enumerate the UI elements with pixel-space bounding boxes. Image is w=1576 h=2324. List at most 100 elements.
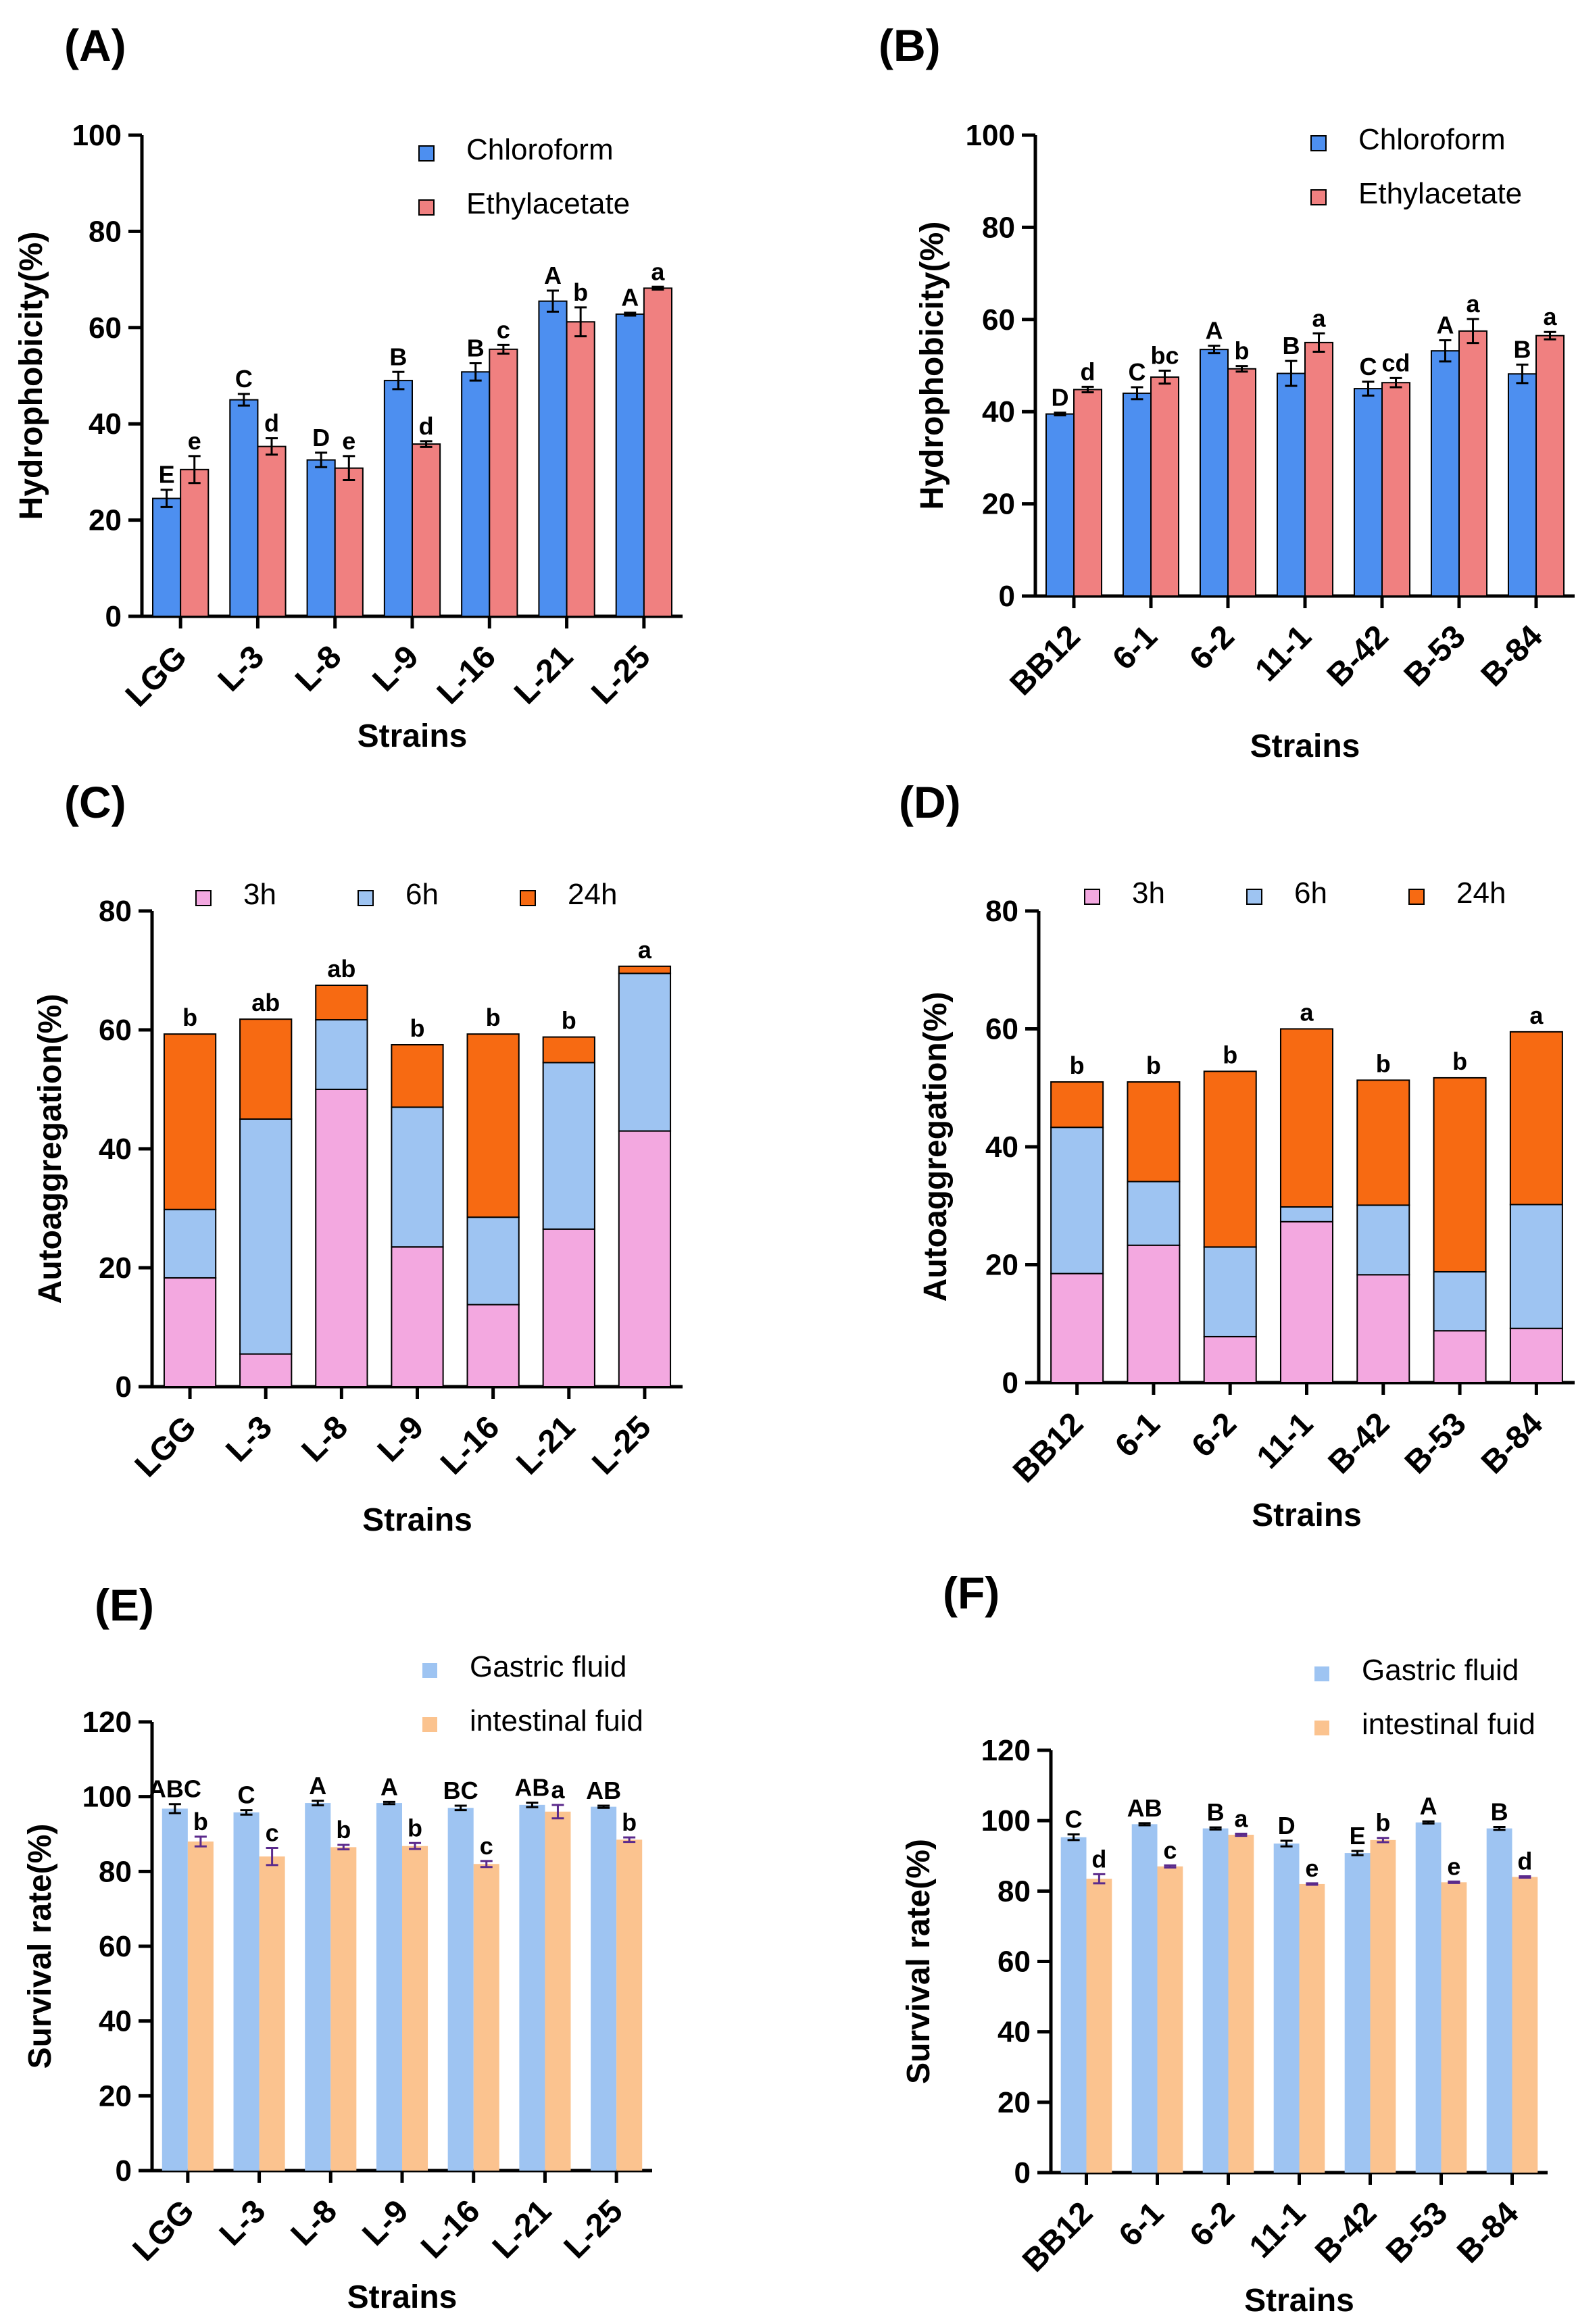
legend-label: 24h <box>568 878 617 911</box>
stacked-bar-segment <box>1433 1330 1487 1383</box>
significance-letter: a <box>651 257 665 285</box>
bar <box>1507 373 1537 597</box>
bar <box>233 1812 260 2171</box>
stacked-bar-segment <box>1203 1335 1257 1383</box>
stacked-bar-segment <box>1356 1079 1410 1206</box>
x-tick-label: L-25 <box>585 1409 658 1481</box>
stacked-bar-segment <box>618 972 672 1132</box>
stacked-bar-segment <box>1509 1327 1563 1383</box>
stacked-bar-segment <box>542 1036 595 1064</box>
significance-letter: C <box>1359 353 1377 380</box>
significance-letter: B <box>1282 332 1300 360</box>
stacked-bar-segment <box>1356 1274 1410 1384</box>
chart-panel: (F) 0 20 40 60 80 100 120 Survival rate(%) Strain… <box>901 1568 1548 2319</box>
significance-letter: B <box>389 343 407 370</box>
significance-letter: b <box>486 1004 501 1031</box>
x-tick-label: B-84 <box>1475 618 1550 693</box>
y-tick-label: 60 <box>985 1013 1018 1046</box>
legend-swatch <box>1084 889 1100 905</box>
significance-letter: e <box>188 427 201 455</box>
significance-letter: b <box>193 1808 208 1835</box>
significance-letter: A <box>544 262 562 289</box>
stacked-bar-segment <box>1509 1204 1563 1329</box>
legend-swatch <box>422 1717 437 1732</box>
significance-letter: AB <box>586 1777 621 1804</box>
x-tick-label: LGG <box>126 2193 201 2268</box>
stacked-bar-segment <box>1203 1246 1257 1337</box>
x-tick-label: 6-2 <box>1183 618 1241 677</box>
y-tick-label: 20 <box>89 504 122 537</box>
y-tick-label: 60 <box>89 312 122 345</box>
significance-letter: b <box>1452 1047 1467 1075</box>
bar <box>489 348 518 618</box>
y-tick-label: 80 <box>99 1855 132 1888</box>
x-tick-label: 6-1 <box>1106 618 1164 677</box>
bar <box>306 459 336 617</box>
stacked-bar-segment <box>1203 1070 1257 1248</box>
y-tick-label: 40 <box>99 2005 132 2038</box>
significance-letter: A <box>309 1772 326 1800</box>
y-tick-label: 0 <box>116 1370 132 1404</box>
x-tick-label: 6-1 <box>1112 2195 1171 2254</box>
significance-letter: B <box>1491 1798 1508 1826</box>
bar <box>1381 382 1411 597</box>
significance-letter: C <box>238 1781 255 1809</box>
x-tick-label: L-16 <box>414 2193 487 2265</box>
stacked-bar-segment <box>542 1228 595 1388</box>
y-tick-label: 120 <box>981 1734 1031 1767</box>
bar <box>519 1804 545 2171</box>
bar <box>1060 1837 1087 2173</box>
y-tick-label: 80 <box>99 895 132 928</box>
significance-letter: ab <box>327 955 355 983</box>
y-tick-label: 20 <box>99 1252 132 1285</box>
significance-letter: a <box>551 1776 565 1804</box>
significance-letter: A <box>380 1773 398 1800</box>
x-tick-label: L-25 <box>558 2193 630 2265</box>
x-tick-label: L-16 <box>434 1409 506 1481</box>
significance-letter: e <box>1305 1854 1319 1882</box>
significance-letter: bc <box>1151 342 1179 370</box>
bar <box>1131 1824 1158 2173</box>
y-axis-label: Autoaggregation(%) <box>918 992 954 1302</box>
bar <box>259 1856 285 2171</box>
y-tick-label: 60 <box>982 303 1015 337</box>
stacked-bar-segment <box>163 1277 217 1387</box>
legend-label: Chloroform <box>466 133 614 166</box>
y-axis-label: Survival rate(%) <box>22 1824 58 2069</box>
y-tick-label: 40 <box>998 2016 1031 2049</box>
significance-letter: b <box>622 1808 637 1836</box>
significance-letter: B <box>1513 336 1531 364</box>
stacked-bar-segment <box>618 965 672 974</box>
x-tick-label: L-16 <box>430 639 503 711</box>
x-tick-label: B-84 <box>1475 1406 1550 1481</box>
legend-label: 6h <box>405 878 439 911</box>
significance-letter: b <box>1376 1049 1391 1077</box>
stacked-bar-segment <box>1127 1181 1181 1246</box>
x-tick-label: L-8 <box>295 1409 355 1468</box>
y-tick-label: 0 <box>1014 2156 1031 2190</box>
stacked-bar-segment <box>1050 1127 1104 1275</box>
stacked-bar-segment <box>1279 1028 1334 1208</box>
x-tick-label: 11-1 <box>1243 2195 1313 2265</box>
panel-label: (C) <box>64 777 126 827</box>
stacked-bar-segment <box>1356 1204 1410 1276</box>
bar <box>1228 1835 1254 2173</box>
panel-label: (A) <box>64 20 126 70</box>
significance-letter: c <box>1163 1836 1177 1864</box>
legend-label: intestinal fuid <box>1362 1708 1535 1741</box>
x-tick-label: 11-1 <box>1248 618 1319 689</box>
y-tick-label: 20 <box>982 488 1015 521</box>
y-tick-label: 60 <box>99 1014 132 1047</box>
x-tick-label: B-53 <box>1379 2195 1454 2270</box>
bar <box>152 497 182 617</box>
stacked-bar-segment <box>466 1304 520 1388</box>
significance-letter: b <box>1375 1809 1390 1837</box>
x-tick-label: 11-1 <box>1250 1406 1321 1476</box>
stacked-bar-segment <box>1279 1220 1334 1383</box>
stacked-bar-segment <box>1050 1272 1104 1384</box>
bar <box>1512 1877 1538 2173</box>
bar <box>1150 376 1180 597</box>
x-tick-label: LGG <box>128 1409 203 1484</box>
x-tick-label: L-21 <box>486 2193 558 2265</box>
y-tick-label: 40 <box>89 407 122 441</box>
